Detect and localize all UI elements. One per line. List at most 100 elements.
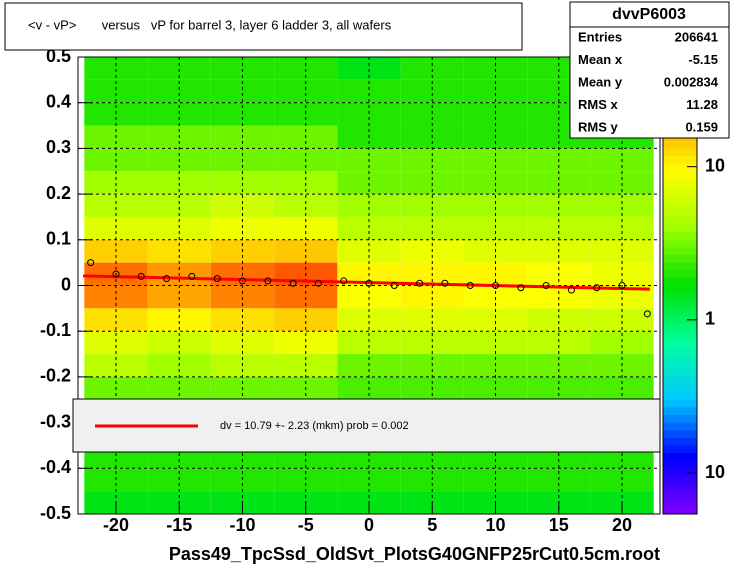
- colorbar-step: [663, 498, 697, 507]
- colorbar-step: [663, 376, 697, 386]
- heat-cell: [147, 285, 211, 309]
- y-tick-label: -0.4: [40, 457, 71, 477]
- heat-cell: [400, 285, 464, 309]
- colorbar-step: [663, 331, 697, 340]
- heat-cell: [463, 194, 528, 217]
- profile-point: [390, 282, 398, 289]
- heat-cell: [337, 79, 401, 103]
- heat-cell: [463, 285, 528, 309]
- heat-cell: [274, 216, 338, 240]
- heat-cell: [210, 79, 275, 103]
- colorbar-step: [663, 285, 697, 294]
- colorbar-step: [663, 430, 697, 439]
- stats-value: 0.002834: [664, 74, 719, 89]
- heat-cell: [274, 331, 338, 355]
- profile-point: [112, 270, 120, 278]
- heat-cell: [590, 331, 654, 355]
- colorbar-step: [663, 437, 697, 446]
- stats-label: Mean y: [578, 74, 623, 89]
- heat-cell: [210, 216, 275, 240]
- colorbar-step: [663, 232, 697, 241]
- colorbar-step: [663, 140, 697, 149]
- colorbar-step: [663, 300, 697, 309]
- colorbar-step: [663, 483, 697, 492]
- y-tick-label: 0.3: [46, 137, 71, 157]
- legend-text: dv = 10.79 +- 2.23 (mkm) prob = 0.002: [220, 420, 409, 432]
- heat-cell: [400, 57, 464, 80]
- heat-cell: [463, 79, 528, 103]
- heat-cell: [210, 331, 275, 355]
- heat-cell: [527, 308, 591, 332]
- heat-cell: [84, 308, 148, 332]
- heat-cell: [590, 216, 654, 240]
- stats-value: 206641: [675, 29, 718, 44]
- heat-cell: [84, 57, 148, 80]
- heat-cell: [84, 285, 148, 309]
- heat-cell: [147, 216, 211, 240]
- heat-cell: [84, 216, 148, 240]
- y-tick-label: 0.4: [46, 91, 71, 111]
- heat-cell: [590, 171, 654, 195]
- stats-label: RMS x: [578, 97, 619, 112]
- profile-point: [618, 282, 626, 289]
- heat-cell: [147, 79, 211, 103]
- colorbar-step: [663, 506, 697, 515]
- heat-cell: [84, 171, 148, 195]
- profile-point: [416, 279, 424, 287]
- heat-cell: [463, 216, 528, 240]
- z-tick-label: 10: [705, 155, 725, 175]
- profile-point: [466, 282, 474, 289]
- x-tick-label: 10: [486, 515, 506, 535]
- colorbar-step: [663, 338, 697, 347]
- y-tick-label: 0.5: [46, 46, 71, 66]
- colorbar-step: [663, 308, 697, 317]
- colorbar-step: [663, 399, 697, 408]
- x-tick-label: 20: [612, 515, 632, 535]
- heat-cell: [590, 308, 654, 332]
- heat-cell: [463, 331, 528, 355]
- colorbar-step: [663, 491, 697, 500]
- y-tick-label: 0.1: [46, 229, 71, 249]
- heat-cell: [337, 57, 401, 80]
- heat-cell: [463, 171, 528, 195]
- x-tick-label: -5: [298, 515, 314, 535]
- heat-cell: [274, 308, 338, 332]
- profile-point: [137, 272, 145, 280]
- colorbar-step: [663, 468, 697, 477]
- heat-cell: [400, 331, 464, 355]
- heat-cell: [147, 308, 211, 332]
- x-tick-label: -20: [103, 515, 129, 535]
- heat-cell: [337, 102, 401, 126]
- stats-value: 11.28: [686, 97, 718, 112]
- colorbar-step: [663, 460, 697, 469]
- chart-title: <v - vP> versus vP for barrel 3, layer 6…: [28, 17, 392, 32]
- colorbar-step: [663, 277, 697, 286]
- heat-cell: [337, 216, 401, 240]
- heat-cell: [210, 102, 275, 126]
- heat-cell: [210, 194, 275, 217]
- heat-cell: [84, 79, 148, 103]
- profile-point: [87, 259, 95, 267]
- heat-cell: [274, 102, 338, 126]
- y-tick-label: -0.5: [40, 503, 71, 523]
- colorbar-step: [663, 384, 697, 393]
- stats-label: Entries: [578, 29, 622, 44]
- profile-point: [264, 277, 272, 285]
- colorbar-step: [663, 194, 697, 203]
- profile-point: [163, 275, 171, 283]
- heat-cell: [337, 285, 401, 309]
- y-tick-label: -0.2: [40, 366, 71, 386]
- x-tick-label: 15: [549, 515, 569, 535]
- overlay: -20 -15 -10 -5 0 5 10 15 20-0.5-0.4-0.3-0.2-0.10…: [4, 1, 730, 564]
- colorbar-step: [663, 361, 697, 370]
- y-tick-label: 0: [61, 274, 71, 294]
- colorbar-step: [663, 186, 697, 195]
- heat-cell: [274, 79, 338, 103]
- heat-cell: [210, 308, 275, 332]
- profile-point: [340, 277, 348, 285]
- colorbar-step: [663, 407, 697, 416]
- z-tick-label: 10: [705, 462, 725, 482]
- x-axis-title: Pass49_TpcSsd_OldSvt_PlotsG40GNFP25rCut0…: [169, 544, 660, 564]
- colorbar-step: [663, 453, 697, 462]
- heat-cell: [463, 57, 528, 80]
